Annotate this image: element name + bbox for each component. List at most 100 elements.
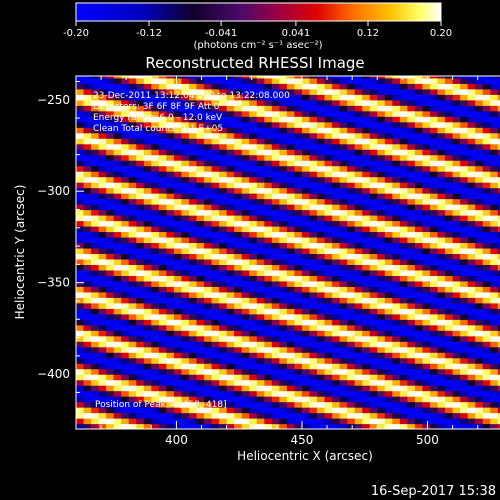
heatmap-cell (384, 275, 393, 282)
heatmap-cell (136, 143, 145, 150)
heatmap-cell (196, 363, 205, 370)
heatmap-cell (339, 165, 348, 172)
heatmap-cell (271, 176, 280, 183)
heatmap-cell (301, 236, 311, 244)
heatmap-cell (309, 88, 318, 95)
heatmap-cell (76, 291, 85, 298)
heatmap-cell (294, 302, 303, 309)
heatmap-cell (414, 149, 424, 156)
heatmap-cell (437, 143, 446, 150)
heatmap-cell (301, 401, 311, 408)
heatmap-cell (362, 225, 371, 233)
heatmap-cell (422, 363, 431, 370)
heatmap-cell (256, 143, 265, 150)
heatmap-cell (166, 94, 175, 101)
heatmap-cell (362, 209, 371, 216)
heatmap-cell (294, 352, 303, 359)
heatmap-cell (256, 363, 265, 370)
heatmap-cell (475, 341, 484, 348)
heatmap-cell (354, 193, 363, 200)
heatmap-cell (219, 171, 228, 178)
heatmap-cell (121, 324, 130, 331)
heatmap-cell (219, 385, 228, 392)
heatmap-cell (460, 396, 469, 403)
heatmap-cell (362, 138, 371, 145)
heatmap-cell (128, 105, 137, 112)
heatmap-cell (445, 215, 454, 222)
heatmap-cell (497, 297, 500, 304)
heatmap-cell (332, 302, 341, 309)
heatmap-cell (219, 182, 228, 189)
heatmap-cell (204, 121, 213, 128)
heatmap-cell (166, 165, 175, 172)
heatmap-cell (204, 401, 213, 408)
heatmap-cell (362, 319, 371, 326)
heatmap-cell (219, 143, 228, 150)
heatmap-cell (430, 149, 439, 156)
heatmap-cell (256, 374, 265, 381)
heatmap-cell (317, 182, 326, 189)
heatmap-cell (264, 390, 273, 397)
heatmap-cell (113, 341, 122, 348)
heatmap-cell (249, 313, 258, 320)
heatmap-cell (241, 215, 250, 222)
heatmap-cell (414, 121, 424, 128)
heatmap-cell (422, 368, 431, 375)
heatmap-cell (286, 341, 296, 348)
heatmap-cell (377, 280, 386, 287)
heatmap-cell (196, 94, 205, 101)
heatmap-cell (106, 396, 115, 403)
heatmap-cell (91, 127, 100, 134)
peak-position-label: Position of Peak = [458,-418] (95, 400, 227, 410)
heatmap-cell (399, 193, 408, 200)
heatmap-cell (422, 132, 431, 139)
heatmap-cell (369, 379, 378, 386)
heatmap-cell (475, 368, 484, 375)
heatmap-cell (339, 154, 348, 161)
heatmap-cell (467, 76, 476, 79)
heatmap-cell (497, 77, 500, 84)
heatmap-cell (128, 99, 137, 106)
heatmap-cell (445, 297, 454, 304)
heatmap-cell (377, 99, 386, 106)
heatmap-cell (467, 379, 476, 386)
heatmap-cell (226, 280, 235, 287)
heatmap-cell (437, 88, 446, 95)
heatmap-cell (324, 209, 333, 216)
heatmap-cell (309, 302, 318, 309)
annotation-line: Energy range: 6.0 - 12.0 keV (93, 113, 223, 123)
heatmap-cell (188, 401, 198, 408)
heatmap-cell (241, 116, 250, 123)
heatmap-cell (166, 143, 175, 150)
heatmap-cell (204, 110, 213, 117)
heatmap-cell (301, 105, 311, 112)
heatmap-cell (158, 269, 167, 276)
heatmap-cell (173, 379, 183, 386)
heatmap-cell (264, 127, 273, 134)
heatmap-cell (128, 264, 137, 271)
heatmap-cell (173, 176, 183, 183)
heatmap-cell (445, 209, 454, 216)
heatmap-cell (309, 247, 318, 255)
heatmap-cell (136, 225, 145, 233)
heatmap-cell (497, 215, 500, 222)
heatmap-cell (76, 352, 85, 359)
heatmap-cell (256, 346, 265, 353)
heatmap-cell (347, 275, 356, 282)
heatmap-cell (151, 269, 160, 276)
heatmap-cell (497, 143, 500, 150)
heatmap-cell (286, 286, 296, 293)
heatmap-cell (399, 335, 408, 342)
heatmap-cell (106, 121, 115, 128)
heatmap-cell (279, 76, 288, 79)
heatmap-cell (219, 363, 228, 370)
heatmap-cell (407, 275, 416, 282)
heatmap-cell (362, 116, 371, 123)
heatmap-cell (106, 220, 115, 227)
heatmap-cell (309, 258, 318, 265)
heatmap-cell (226, 171, 235, 178)
heatmap-cell (76, 412, 85, 419)
heatmap-cell (460, 242, 469, 249)
heatmap-cell (460, 77, 469, 84)
heatmap-cell (497, 94, 500, 101)
